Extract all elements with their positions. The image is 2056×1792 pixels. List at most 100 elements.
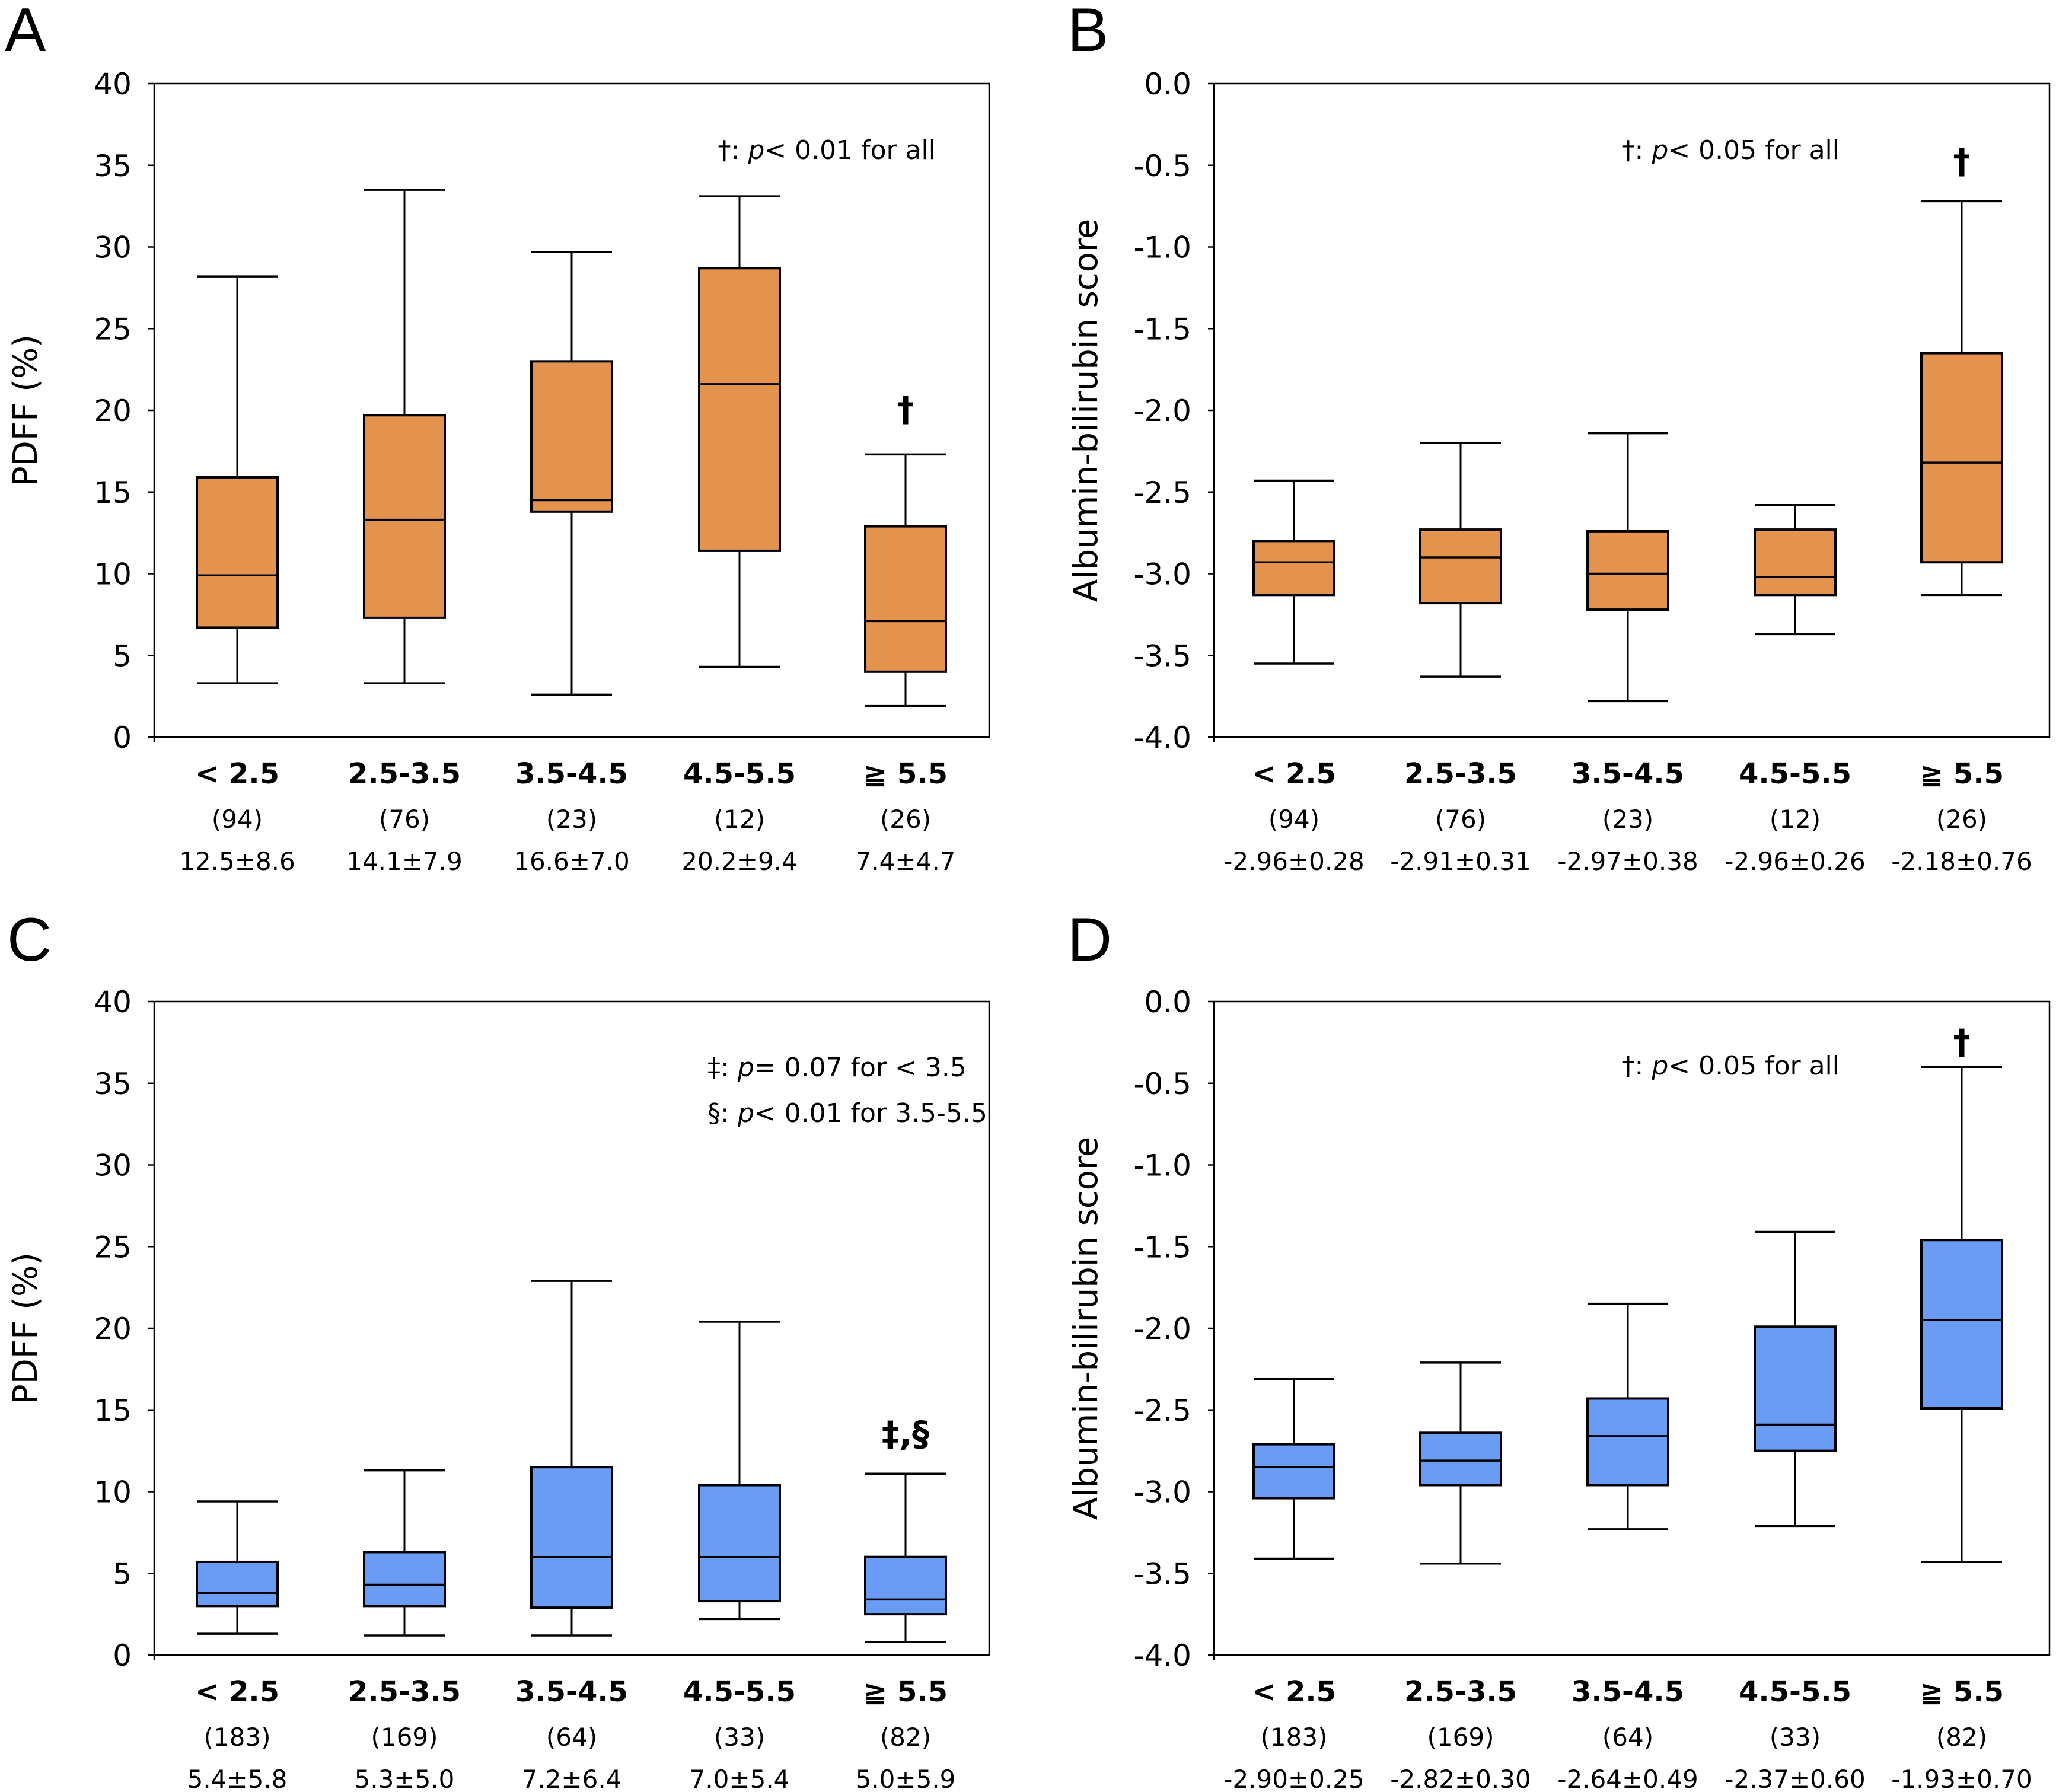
note-text: < 0.01 for 3.5-5.5 <box>754 1098 987 1128</box>
category-label: < 2.5 <box>1252 757 1336 790</box>
y-axis-title: Albumin-bilirubin score <box>1067 1137 1105 1520</box>
mean-sd-label: 7.4±4.7 <box>856 847 956 876</box>
iqr-box <box>196 476 279 629</box>
panel-c: C 0 5 10 15 20 25 30 35 40 PDFF (%) < 2.5 (183) 5.4±5… <box>7 905 990 1792</box>
significance-note: §: p< 0.01 for 3.5-5.5 <box>707 1098 987 1128</box>
sample-size-label: (33) <box>714 1723 765 1752</box>
category-label: < 2.5 <box>195 757 279 790</box>
iqr-box <box>363 414 446 619</box>
category-label: 3.5-4.5 <box>515 1675 628 1708</box>
y-axis-title: PDFF (%) <box>7 334 45 486</box>
mean-sd-label: -2.82±0.30 <box>1390 1765 1531 1792</box>
y-tick-label: 0.0 <box>1144 985 1191 1019</box>
box-4: 4.5-5.5 (12) -2.96±0.26 <box>1725 504 1866 876</box>
y-tick-label: -1.5 <box>1133 1230 1191 1264</box>
sample-size-label: (64) <box>546 1723 597 1752</box>
note-p-italic: p <box>1651 1051 1668 1081</box>
box-3: 3.5-4.5 (23) 16.6±7.0 <box>514 251 630 876</box>
iqr-box <box>1586 1397 1669 1487</box>
mean-sd-label: 12.5±8.6 <box>179 847 295 876</box>
significance-note: †: p< 0.05 for all <box>1622 135 1840 165</box>
iqr-box <box>1586 530 1669 611</box>
iqr-box <box>864 1555 947 1616</box>
mean-sd-label: -2.96±0.28 <box>1223 847 1364 876</box>
box-3: 3.5-4.5 (23) -2.97±0.38 <box>1557 432 1698 876</box>
mean-sd-label: -2.96±0.26 <box>1725 847 1865 876</box>
iqr-box <box>1252 540 1335 597</box>
category-label: ≧ 5.5 <box>1920 1675 2004 1708</box>
y-tick-label: 0.0 <box>1144 67 1191 101</box>
mean-sd-label: 7.2±6.4 <box>522 1765 622 1792</box>
sample-size-label: (23) <box>546 805 597 834</box>
category-label: 2.5-3.5 <box>348 757 461 790</box>
y-tick-label: 25 <box>94 1230 132 1264</box>
y-tick-label: -2.5 <box>1133 1394 1191 1428</box>
y-tick-label: 40 <box>94 985 132 1019</box>
note-symbol: †: <box>718 135 748 165</box>
sample-size-label: (94) <box>212 805 263 834</box>
iqr-box <box>530 360 613 513</box>
iqr-box <box>1252 1443 1335 1500</box>
y-tick-label: -2.0 <box>1133 394 1191 428</box>
box-2: 2.5-3.5 (76) -2.91±0.31 <box>1390 442 1531 876</box>
panel-b: B -4.0 -3.5 -3.0 -2.5 -2.0 -1.5 -1.0 -0.5 0.0 Albu… <box>1067 0 2051 876</box>
iqr-box <box>196 1560 279 1608</box>
panel-letter: D <box>1067 905 1112 974</box>
panel-letter: A <box>5 0 46 65</box>
y-tick-label: 5 <box>113 1557 132 1591</box>
y-tick-label: -0.5 <box>1133 1067 1191 1101</box>
y-tick-label: -3.0 <box>1133 1475 1191 1510</box>
box-5: ≧ 5.5 (82) -1.93±0.70 <box>1891 1066 2032 1792</box>
panel-d: D -4.0 -3.5 -3.0 -2.5 -2.0 -1.5 -1.0 -0.5 0.0 Albu… <box>1067 905 2051 1792</box>
box-2: 2.5-3.5 (169) 5.3±5.0 <box>348 1469 461 1792</box>
note-text: < 0.05 for all <box>1668 1051 1840 1081</box>
y-tick-label: -2.0 <box>1133 1312 1191 1346</box>
y-tick-label: 15 <box>94 476 132 510</box>
y-tick-label: -1.0 <box>1133 1149 1191 1183</box>
box-1: < 2.5 (94) 12.5±8.6 <box>179 275 295 876</box>
y-tick-label: 30 <box>94 231 132 265</box>
significance-note: †: p< 0.05 for all <box>1622 1051 1840 1081</box>
y-tick-label: 20 <box>94 394 132 428</box>
y-tick-label: -4.0 <box>1133 720 1191 755</box>
sample-size-label: (12) <box>714 805 765 834</box>
box-5: ≧ 5.5 (82) 5.0±5.9 <box>856 1472 956 1792</box>
category-label: 4.5-5.5 <box>683 1675 796 1708</box>
iqr-box <box>1920 1239 2003 1410</box>
iqr-box <box>1754 1325 1837 1452</box>
panel-letter: C <box>7 905 52 974</box>
category-label: < 2.5 <box>1252 1675 1336 1708</box>
box-4: 4.5-5.5 (33) -2.37±0.60 <box>1725 1230 1866 1792</box>
box-2: 2.5-3.5 (169) -2.82±0.30 <box>1390 1361 1531 1792</box>
category-label: 2.5-3.5 <box>1404 1675 1517 1708</box>
note-symbol: §: <box>707 1098 738 1128</box>
mean-sd-label: -2.91±0.31 <box>1390 847 1531 876</box>
iqr-box <box>698 267 781 552</box>
mean-sd-label: 7.0±5.4 <box>690 1765 790 1792</box>
y-tick-label: 35 <box>94 149 132 183</box>
note-p-italic: p <box>1651 135 1668 165</box>
y-tick-label: 10 <box>94 557 132 592</box>
note-text: < 0.05 for all <box>1668 135 1840 165</box>
mean-sd-label: 14.1±7.9 <box>346 847 463 876</box>
category-label: 2.5-3.5 <box>1404 757 1517 790</box>
sample-size-label: (26) <box>880 805 931 834</box>
mean-sd-label: 5.0±5.9 <box>856 1765 956 1792</box>
box-2: 2.5-3.5 (76) 14.1±7.9 <box>346 189 463 876</box>
mean-sd-label: 5.3±5.0 <box>355 1765 455 1792</box>
category-label: 4.5-5.5 <box>1739 1675 1851 1708</box>
box-1: < 2.5 (94) -2.96±0.28 <box>1223 479 1365 876</box>
y-tick-label: 30 <box>94 1149 132 1183</box>
y-tick-label: -3.5 <box>1133 1557 1191 1591</box>
y-tick-label: -3.0 <box>1133 557 1191 592</box>
mean-sd-label: -2.97±0.38 <box>1557 847 1698 876</box>
mean-sd-label: -2.18±0.76 <box>1891 847 2032 876</box>
y-tick-label: 10 <box>94 1475 132 1510</box>
sample-size-label: (183) <box>1261 1723 1328 1752</box>
note-p-italic: p <box>737 1053 754 1083</box>
panel-a: A 0 5 10 15 20 25 30 35 40 PDFF (%) < 2.5 (94) 12.5±8… <box>5 0 990 876</box>
y-tick-label: 35 <box>94 1067 132 1101</box>
sample-size-label: (26) <box>1936 805 1987 834</box>
